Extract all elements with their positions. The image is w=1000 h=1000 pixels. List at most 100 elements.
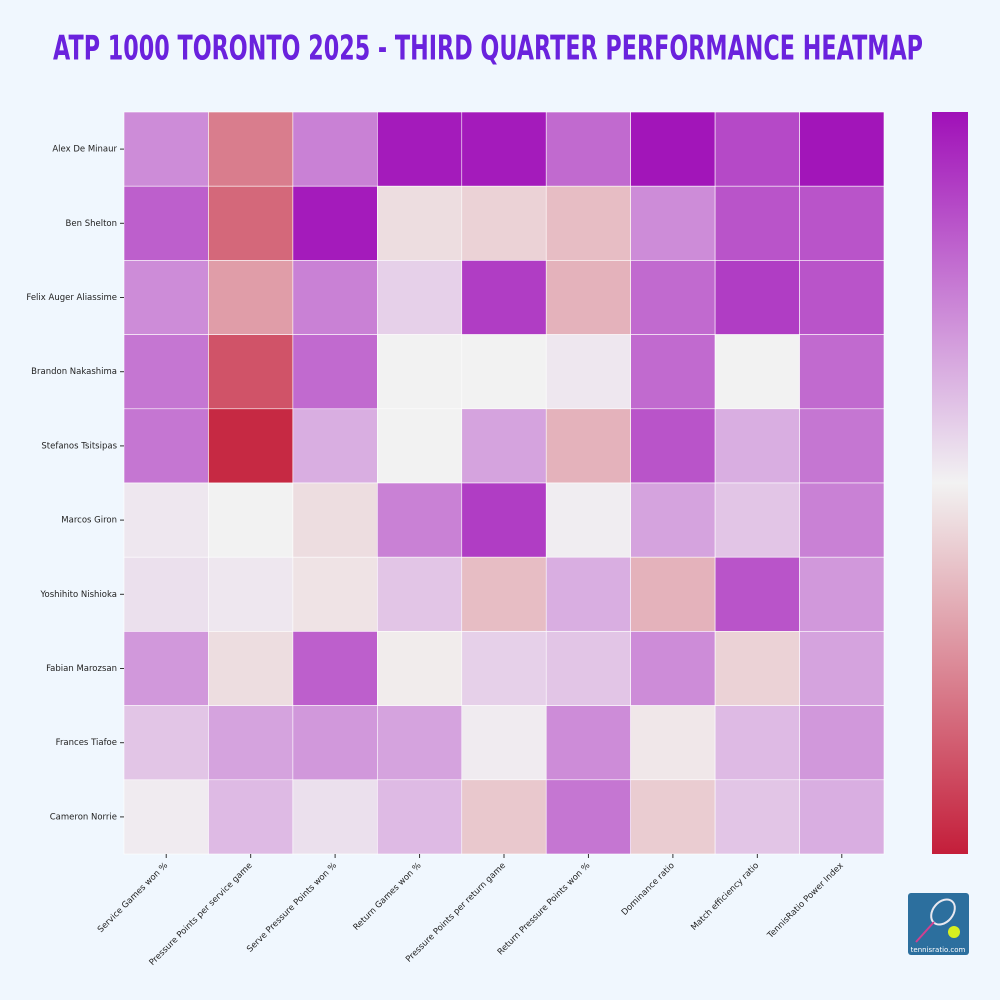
chart-title: ATP 1000 TORONTO 2025 - THIRD QUARTER PE…: [53, 29, 923, 69]
column-label: TennisRatio Power Index: [765, 861, 846, 942]
heatmap-cell: [377, 482, 463, 558]
heatmap-cell: [292, 185, 378, 261]
heatmap-cell: [799, 779, 885, 855]
heatmap-cell: [208, 260, 294, 335]
heatmap-cell: [208, 408, 294, 484]
logo-text: tennisratio.com: [911, 946, 966, 954]
heatmap-cell: [208, 334, 294, 410]
heatmap-cell: [292, 482, 378, 558]
heatmap-cell: [799, 260, 885, 335]
row-label: Brandon Nakashima: [31, 367, 117, 377]
heatmap-cell: [630, 111, 716, 187]
heatmap-cell: [377, 185, 463, 261]
heatmap-cell: [461, 185, 547, 261]
heatmap-cell: [461, 482, 547, 558]
heatmap-cell: [799, 705, 885, 781]
heatmap-cell: [630, 705, 716, 781]
heatmap-cell: [377, 705, 463, 781]
heatmap-cell: [292, 408, 378, 484]
heatmap-cell: [208, 556, 294, 632]
row-label: Alex De Minaur: [52, 145, 117, 155]
column-label: Dominance ratio: [620, 861, 677, 918]
heatmap-cell: [377, 260, 463, 335]
column-label: Service Games won %: [96, 861, 170, 935]
heatmap-cell: [208, 631, 294, 706]
heatmap-cell: [292, 334, 378, 410]
heatmap-cell: [123, 779, 209, 855]
row-label: Fabian Marozsan: [46, 664, 117, 674]
heatmap-cell: [799, 631, 885, 706]
heatmap-cell: [461, 111, 547, 187]
heatmap-cell: [123, 705, 209, 781]
heatmap-cell: [545, 631, 631, 706]
heatmap-cell: [799, 111, 885, 187]
heatmap-cell: [714, 482, 800, 558]
heatmap-cell: [292, 111, 378, 187]
heatmap-cell: [292, 260, 378, 335]
heatmap-cell: [461, 334, 547, 410]
heatmap-cell: [630, 556, 716, 632]
heatmap-cell: [799, 185, 885, 261]
heatmap-cell: [377, 779, 463, 855]
heatmap-cell: [123, 111, 209, 187]
heatmap-cell: [714, 185, 800, 261]
heatmap-cell: [208, 482, 294, 558]
column-label: Pressure Points per service game: [148, 861, 255, 968]
column-label: Return Games won %: [352, 861, 424, 933]
heatmap-cell: [714, 556, 800, 632]
heatmap-cell: [123, 334, 209, 410]
heatmap-cell: [714, 260, 800, 335]
heatmap-cell: [545, 185, 631, 261]
column-label: Match efficiency ratio: [689, 861, 761, 933]
heatmap-cell: [292, 556, 378, 632]
heatmap-cell: [799, 556, 885, 632]
heatmap-cell: [377, 631, 463, 706]
heatmap-cell: [123, 631, 209, 706]
heatmap-cell: [630, 185, 716, 261]
heatmap-cell: [292, 779, 378, 855]
heatmap-cell: [461, 556, 547, 632]
heatmap-cell: [545, 779, 631, 855]
heatmap-cell: [714, 334, 800, 410]
heatmap-cell: [545, 705, 631, 781]
heatmap-cell: [208, 185, 294, 261]
heatmap-cell: [377, 408, 463, 484]
heatmap-cell: [123, 260, 209, 335]
row-label: Felix Auger Aliassime: [26, 293, 117, 303]
heatmap-cell: [714, 779, 800, 855]
heatmap-cell: [123, 482, 209, 558]
row-label: Marcos Giron: [61, 516, 117, 526]
row-label: Cameron Norrie: [50, 812, 117, 822]
heatmap-cell: [545, 111, 631, 187]
row-label: Frances Tiafoe: [56, 738, 117, 748]
heatmap-cell: [545, 260, 631, 335]
heatmap-cell: [630, 482, 716, 558]
column-label: Serve Pressure Points won %: [245, 861, 339, 955]
row-label: Ben Shelton: [66, 219, 117, 229]
heatmap-cell: [461, 408, 547, 484]
column-label: Return Pressure Points won %: [496, 861, 592, 957]
heatmap-cell: [545, 482, 631, 558]
heatmap-cell: [545, 334, 631, 410]
heatmap-cell: [123, 185, 209, 261]
heatmap-cell: [292, 631, 378, 706]
heatmap-cell: [377, 111, 463, 187]
row-label: Yoshihito Nishioka: [39, 590, 117, 600]
row-label: Stefanos Tsitsipas: [41, 441, 117, 451]
heatmap-cell: [208, 111, 294, 187]
column-label: Pressure Points per return game: [404, 861, 508, 965]
heatmap-cell: [545, 408, 631, 484]
heatmap-cell: [714, 631, 800, 706]
heatmap-cell: [630, 631, 716, 706]
heatmap-cell: [799, 408, 885, 484]
heatmap-cell: [714, 705, 800, 781]
heatmap-cell: [123, 408, 209, 484]
heatmap-cell: [377, 556, 463, 632]
heatmap-cell: [714, 408, 800, 484]
heatmap-cell: [123, 556, 209, 632]
heatmap-cell: [799, 482, 885, 558]
heatmap-cell: [461, 779, 547, 855]
heatmap-cell: [799, 334, 885, 410]
heatmap-cell: [545, 556, 631, 632]
